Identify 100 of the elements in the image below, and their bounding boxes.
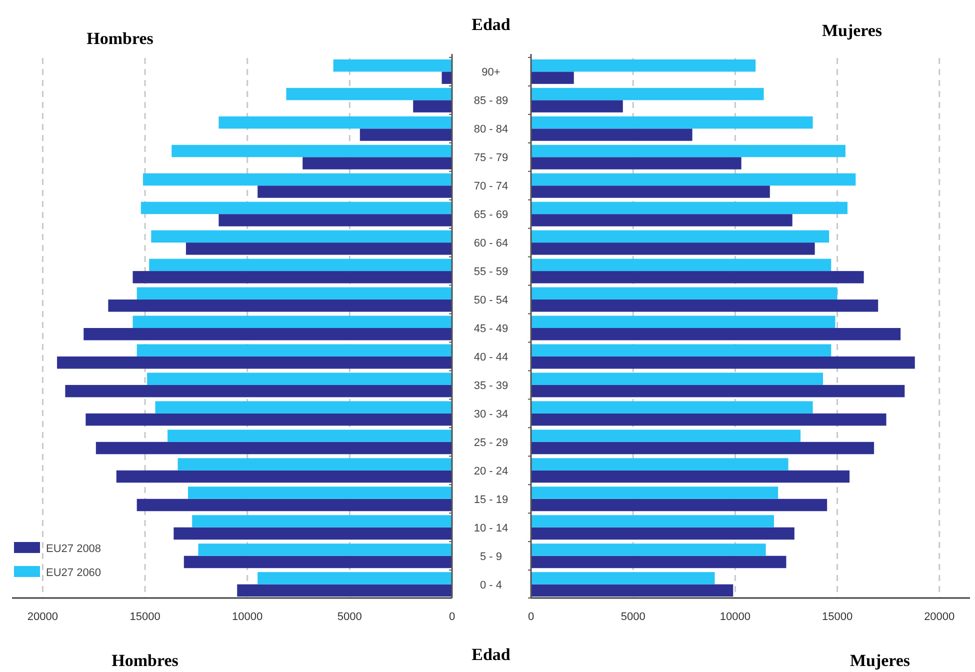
bar (531, 88, 764, 100)
bar (188, 486, 452, 499)
bar (136, 498, 452, 512)
bar (531, 242, 815, 255)
bar (413, 100, 452, 112)
y-axis-title: Edad (472, 645, 511, 664)
y-tick-label: 55 - 59 (474, 266, 508, 278)
bar (218, 214, 452, 226)
y-tick-label: 10 - 14 (474, 522, 508, 534)
bar (531, 430, 801, 442)
bar (531, 515, 774, 528)
x-tick-label: 15000 (822, 611, 853, 623)
x-tick-label: 10000 (720, 611, 750, 623)
bar (258, 572, 452, 584)
bar (147, 372, 452, 385)
bar (531, 458, 788, 470)
y-tick-label: 50 - 54 (474, 294, 508, 307)
x-tick-label: 20000 (924, 611, 955, 623)
x-tick-label: 0 (528, 611, 534, 623)
x-tick-label: 10000 (232, 611, 263, 623)
bar (531, 356, 915, 369)
bar (531, 214, 792, 226)
bar (531, 556, 786, 568)
bar (531, 271, 864, 284)
bar (531, 144, 846, 158)
bar (136, 344, 452, 356)
y-tick-label: 40 - 44 (474, 351, 508, 364)
bar (302, 157, 452, 170)
bar (531, 258, 832, 272)
bar (531, 413, 886, 426)
bar (136, 287, 452, 300)
bar (116, 470, 452, 483)
y-tick-label: 45 - 49 (474, 323, 508, 335)
bar (96, 442, 452, 454)
legend-label: EU27 2008 (46, 543, 102, 555)
x-tick-label: 5000 (620, 611, 646, 623)
bar (531, 442, 874, 454)
x-axis-title: Mujeres (850, 651, 910, 670)
bar (531, 572, 715, 584)
bar (57, 356, 452, 369)
bar (178, 458, 452, 470)
bar (531, 372, 823, 385)
y-tick-label: 80 - 84 (474, 124, 508, 136)
bar (237, 584, 452, 597)
bar (142, 173, 452, 186)
chart-title: Hombres (86, 29, 154, 48)
bar (168, 430, 452, 442)
bar (531, 486, 778, 499)
y-tick-label: 70 - 74 (474, 180, 508, 193)
bar (174, 527, 452, 540)
bar (531, 173, 856, 186)
bar (531, 128, 692, 141)
bar (531, 584, 734, 597)
bar (155, 401, 452, 414)
bar (140, 202, 452, 214)
bar (258, 186, 452, 198)
bar (151, 230, 452, 243)
bar (198, 544, 452, 556)
bar (184, 556, 452, 568)
bar (531, 470, 850, 483)
y-tick-label: 35 - 39 (474, 380, 508, 392)
bar (531, 344, 832, 356)
y-tick-label: 85 - 89 (474, 95, 508, 108)
bar (531, 384, 905, 398)
x-axis-title: Hombres (112, 651, 179, 670)
bar (531, 59, 756, 72)
bar (531, 230, 830, 243)
bar (286, 88, 452, 100)
y-tick-label: 0 - 4 (480, 579, 502, 592)
bar (531, 157, 742, 170)
bar (531, 287, 838, 300)
y-tick-label: 5 - 9 (480, 550, 502, 563)
y-tick-label: 90+ (482, 66, 500, 79)
bar (172, 144, 452, 158)
x-tick-label: 20000 (27, 611, 58, 623)
bar (132, 316, 452, 328)
y-axis-title: Edad (472, 15, 511, 34)
y-tick-label: 75 - 79 (474, 152, 508, 164)
y-tick-label: 30 - 34 (474, 408, 508, 420)
bar (531, 72, 574, 84)
bar (65, 384, 452, 398)
chart-title: Mujeres (822, 21, 882, 40)
y-tick-label: 65 - 69 (474, 209, 508, 222)
bar (531, 328, 901, 340)
bar (192, 515, 452, 528)
bar (531, 186, 770, 198)
bar (531, 527, 794, 540)
bar (531, 498, 828, 512)
y-tick-label: 60 - 64 (474, 238, 508, 250)
y-tick-label: 15 - 19 (474, 494, 508, 506)
bar (186, 242, 452, 255)
bar (108, 300, 452, 312)
bar (531, 401, 813, 414)
x-tick-label: 15000 (130, 611, 160, 623)
bar (531, 300, 878, 312)
y-tick-label: 20 - 24 (474, 465, 508, 478)
bar (149, 258, 452, 272)
legend-label: EU27 2060 (46, 567, 102, 579)
bar (333, 59, 452, 72)
y-tick-label: 25 - 29 (474, 436, 508, 449)
